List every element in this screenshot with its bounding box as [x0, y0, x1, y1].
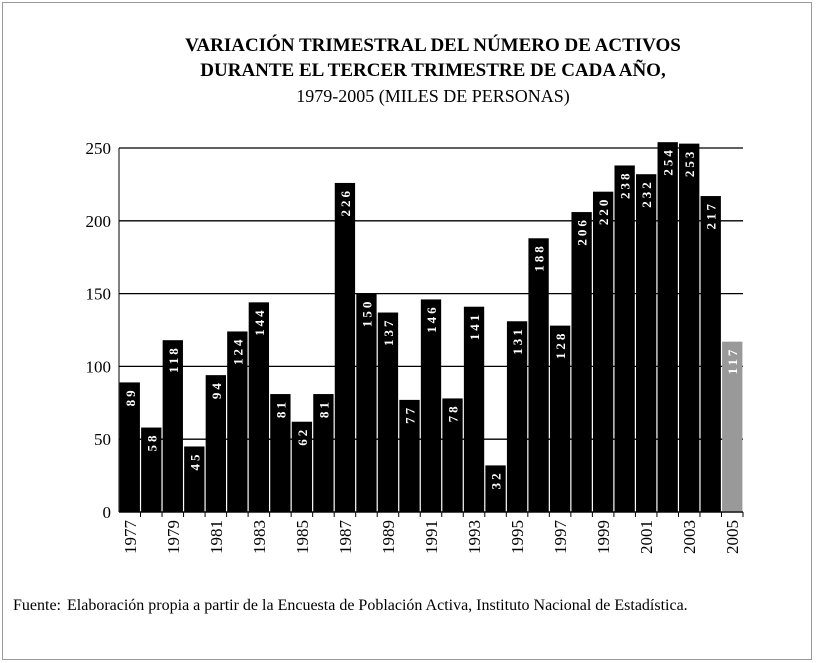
- bar: [592, 191, 614, 512]
- value-label: 137: [381, 318, 396, 347]
- value-label: 32: [489, 470, 504, 489]
- bar: [700, 196, 721, 512]
- value-label: 232: [639, 179, 654, 208]
- bar: [463, 306, 485, 512]
- bar: [334, 182, 356, 512]
- bar: [571, 212, 592, 512]
- value-label: 238: [618, 170, 633, 199]
- y-tick-label: 200: [86, 212, 112, 231]
- x-tick-label: 1987: [336, 520, 355, 555]
- x-tick-label: 1977: [121, 520, 140, 555]
- value-label: 81: [273, 399, 288, 418]
- source-label: Fuente:: [13, 597, 61, 614]
- bar: [227, 331, 248, 512]
- bar: [722, 341, 743, 512]
- bar: [270, 394, 291, 512]
- x-tick-label: 1981: [207, 520, 226, 554]
- x-tick-label: 2003: [680, 520, 699, 554]
- value-label: 146: [424, 304, 439, 333]
- bar: [420, 299, 442, 512]
- x-tick-label: 1997: [551, 520, 570, 555]
- title-line: VARIACIÓN TRIMESTRAL DEL NÚMERO DE ACTIV…: [185, 34, 681, 56]
- value-label: 117: [725, 347, 740, 375]
- bar: [614, 165, 635, 513]
- value-label: 45: [187, 451, 202, 470]
- bar: [356, 293, 377, 512]
- bar: [313, 394, 334, 512]
- bar: [485, 465, 506, 512]
- title-line: DURANTE EL TERCER TRIMESTRE DE CADA AÑO,: [200, 59, 666, 81]
- bar: [442, 398, 463, 512]
- x-tick-label: 1985: [293, 520, 312, 554]
- bar: [119, 382, 140, 512]
- x-tick-label: 1991: [422, 520, 441, 554]
- value-label: 254: [661, 147, 676, 176]
- value-label: 77: [402, 405, 417, 424]
- x-tick-label: 2001: [637, 520, 656, 554]
- bar: [399, 399, 420, 512]
- value-label: 128: [553, 331, 568, 360]
- x-tick-label: 1989: [379, 520, 398, 554]
- y-tick-label: 250: [86, 139, 112, 158]
- bar: [657, 142, 678, 512]
- y-tick-label: 100: [86, 357, 112, 376]
- chart: VARIACIÓN TRIMESTRAL DEL NÚMERO DE ACTIV…: [86, 34, 744, 555]
- bar: [162, 340, 183, 512]
- value-label: 141: [467, 312, 482, 341]
- bar: [205, 375, 226, 512]
- value-label: 131: [510, 326, 525, 355]
- x-tick-label: 1979: [164, 520, 183, 554]
- bar: [636, 174, 657, 512]
- value-label: 188: [532, 243, 547, 272]
- value-label: 78: [446, 403, 461, 422]
- x-tick-label: 2005: [723, 520, 742, 554]
- bar: [184, 446, 205, 512]
- bar: [506, 321, 528, 512]
- bar: [291, 421, 313, 512]
- subtitle: 1979-2005 (MILES DE PERSONAS): [296, 86, 570, 107]
- value-label: 124: [230, 336, 245, 365]
- value-label: 220: [596, 197, 611, 226]
- bar: [528, 238, 549, 512]
- value-label: 62: [295, 427, 310, 446]
- value-label: 94: [209, 380, 224, 399]
- value-label: 144: [252, 307, 267, 336]
- bar: [679, 143, 700, 512]
- value-label: 81: [316, 399, 331, 418]
- y-tick-label: 50: [94, 430, 111, 449]
- value-label: 150: [359, 299, 374, 328]
- source: Fuente: Elaboración propia a partir de l…: [13, 595, 811, 617]
- bar: [549, 325, 571, 512]
- x-tick-label: 1995: [508, 520, 527, 554]
- value-label: 118: [166, 345, 181, 373]
- value-label: 217: [704, 201, 719, 230]
- value-label: 253: [682, 149, 697, 178]
- bar: [377, 312, 399, 512]
- x-tick-label: 1999: [594, 520, 613, 554]
- value-label: 206: [575, 217, 590, 246]
- x-tick-label: 1983: [250, 520, 269, 554]
- value-label: 89: [123, 387, 138, 406]
- bar: [141, 427, 162, 512]
- bar: [248, 302, 270, 512]
- y-tick-label: 0: [103, 503, 112, 522]
- value-label: 58: [144, 433, 159, 452]
- value-label: 226: [338, 188, 353, 217]
- source-text: Elaboración propia a partir de la Encues…: [67, 597, 688, 614]
- x-tick-label: 1993: [465, 520, 484, 554]
- y-tick-label: 150: [86, 285, 112, 304]
